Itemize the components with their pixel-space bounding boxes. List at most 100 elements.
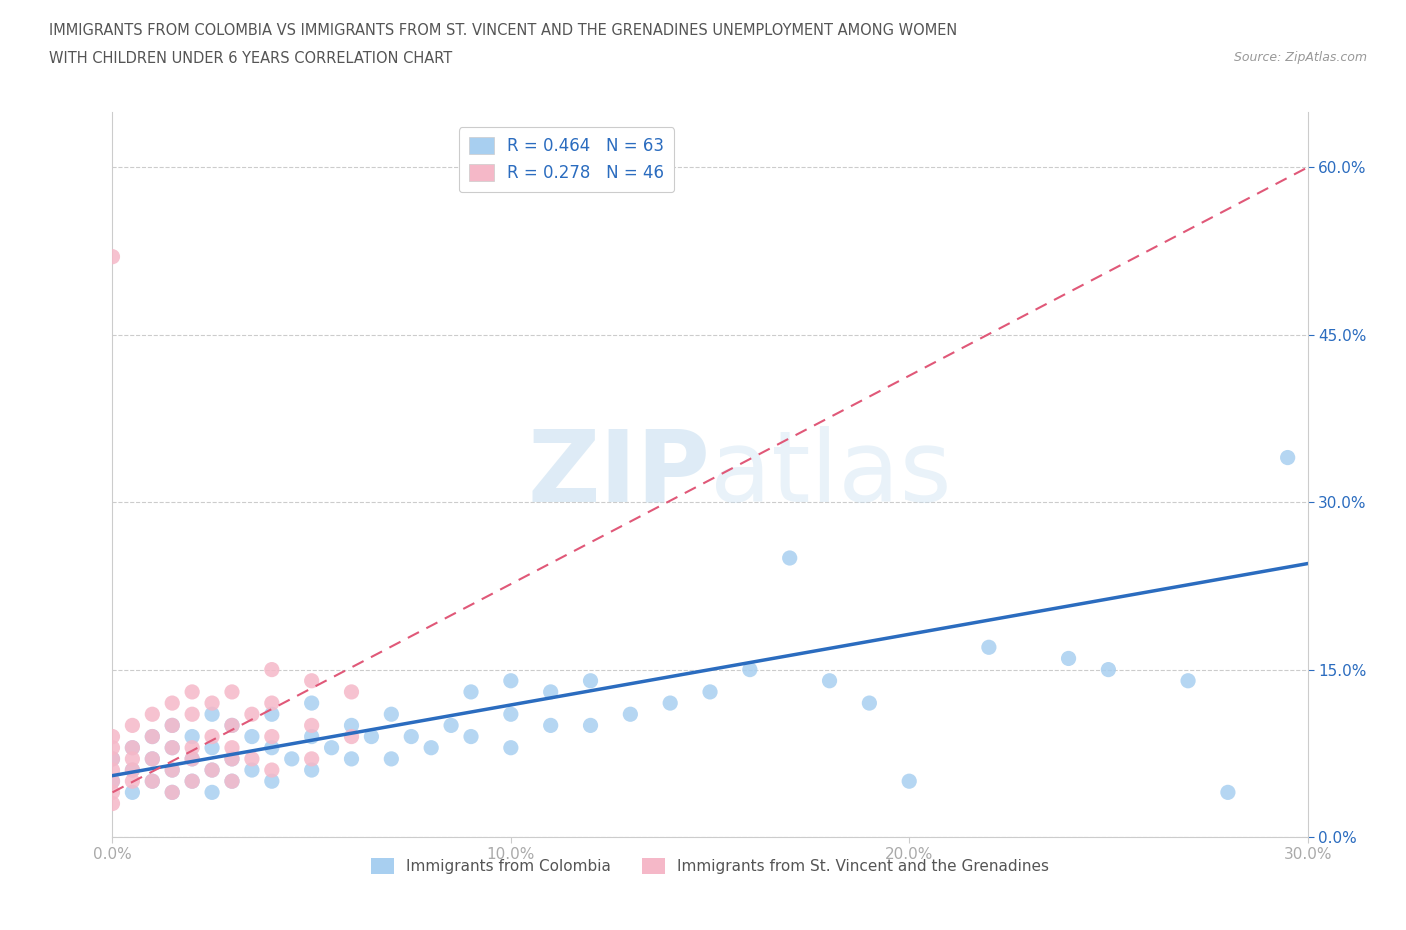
- Point: [181, 707, 204, 722]
- Point: [101, 249, 124, 264]
- Point: [201, 785, 224, 800]
- Point: [121, 785, 143, 800]
- Point: [540, 718, 562, 733]
- Point: [121, 763, 143, 777]
- Point: [101, 763, 124, 777]
- Point: [858, 696, 880, 711]
- Point: [420, 740, 443, 755]
- Point: [401, 729, 423, 744]
- Point: [579, 718, 602, 733]
- Point: [260, 707, 283, 722]
- Point: [221, 684, 243, 699]
- Point: [260, 729, 283, 744]
- Point: [141, 774, 163, 789]
- Point: [121, 751, 143, 766]
- Point: [440, 718, 463, 733]
- Point: [181, 751, 204, 766]
- Point: [121, 740, 143, 755]
- Point: [1277, 450, 1299, 465]
- Point: [1216, 785, 1239, 800]
- Point: [240, 751, 263, 766]
- Point: [141, 707, 163, 722]
- Point: [221, 774, 243, 789]
- Point: [201, 740, 224, 755]
- Point: [380, 707, 402, 722]
- Point: [201, 763, 224, 777]
- Text: ZIP: ZIP: [527, 426, 710, 523]
- Point: [221, 718, 243, 733]
- Point: [340, 684, 363, 699]
- Point: [499, 707, 522, 722]
- Point: [101, 774, 124, 789]
- Point: [579, 673, 602, 688]
- Text: IMMIGRANTS FROM COLOMBIA VS IMMIGRANTS FROM ST. VINCENT AND THE GRENADINES UNEMP: IMMIGRANTS FROM COLOMBIA VS IMMIGRANTS F…: [49, 23, 957, 38]
- Point: [301, 763, 323, 777]
- Point: [181, 751, 204, 766]
- Point: [221, 751, 243, 766]
- Point: [121, 774, 143, 789]
- Point: [619, 707, 641, 722]
- Point: [301, 696, 323, 711]
- Point: [977, 640, 1000, 655]
- Point: [141, 751, 163, 766]
- Point: [162, 718, 183, 733]
- Point: [301, 751, 323, 766]
- Point: [240, 729, 263, 744]
- Point: [221, 751, 243, 766]
- Point: [221, 718, 243, 733]
- Point: [141, 751, 163, 766]
- Point: [162, 740, 183, 755]
- Point: [162, 740, 183, 755]
- Point: [460, 729, 482, 744]
- Point: [201, 729, 224, 744]
- Point: [162, 763, 183, 777]
- Point: [380, 751, 402, 766]
- Point: [201, 696, 224, 711]
- Point: [221, 740, 243, 755]
- Text: Source: ZipAtlas.com: Source: ZipAtlas.com: [1233, 51, 1367, 64]
- Point: [101, 751, 124, 766]
- Point: [1097, 662, 1119, 677]
- Point: [181, 740, 204, 755]
- Point: [301, 729, 323, 744]
- Point: [162, 696, 183, 711]
- Point: [260, 774, 283, 789]
- Point: [499, 740, 522, 755]
- Point: [340, 751, 363, 766]
- Point: [699, 684, 721, 699]
- Point: [321, 740, 343, 755]
- Point: [281, 751, 304, 766]
- Point: [162, 718, 183, 733]
- Point: [162, 763, 183, 777]
- Point: [260, 740, 283, 755]
- Point: [340, 718, 363, 733]
- Point: [779, 551, 801, 565]
- Point: [101, 785, 124, 800]
- Text: WITH CHILDREN UNDER 6 YEARS CORRELATION CHART: WITH CHILDREN UNDER 6 YEARS CORRELATION …: [49, 51, 453, 66]
- Point: [260, 763, 283, 777]
- Point: [738, 662, 761, 677]
- Point: [181, 684, 204, 699]
- Point: [101, 774, 124, 789]
- Point: [360, 729, 382, 744]
- Point: [659, 696, 682, 711]
- Text: atlas: atlas: [710, 426, 952, 523]
- Point: [240, 707, 263, 722]
- Point: [181, 774, 204, 789]
- Point: [818, 673, 841, 688]
- Point: [301, 673, 323, 688]
- Point: [101, 751, 124, 766]
- Point: [181, 774, 204, 789]
- Point: [121, 718, 143, 733]
- Point: [1177, 673, 1199, 688]
- Point: [340, 729, 363, 744]
- Point: [240, 763, 263, 777]
- Point: [162, 785, 183, 800]
- Point: [141, 729, 163, 744]
- Point: [141, 774, 163, 789]
- Point: [201, 763, 224, 777]
- Point: [540, 684, 562, 699]
- Point: [101, 796, 124, 811]
- Point: [101, 740, 124, 755]
- Legend: Immigrants from Colombia, Immigrants from St. Vincent and the Grenadines: Immigrants from Colombia, Immigrants fro…: [366, 852, 1054, 880]
